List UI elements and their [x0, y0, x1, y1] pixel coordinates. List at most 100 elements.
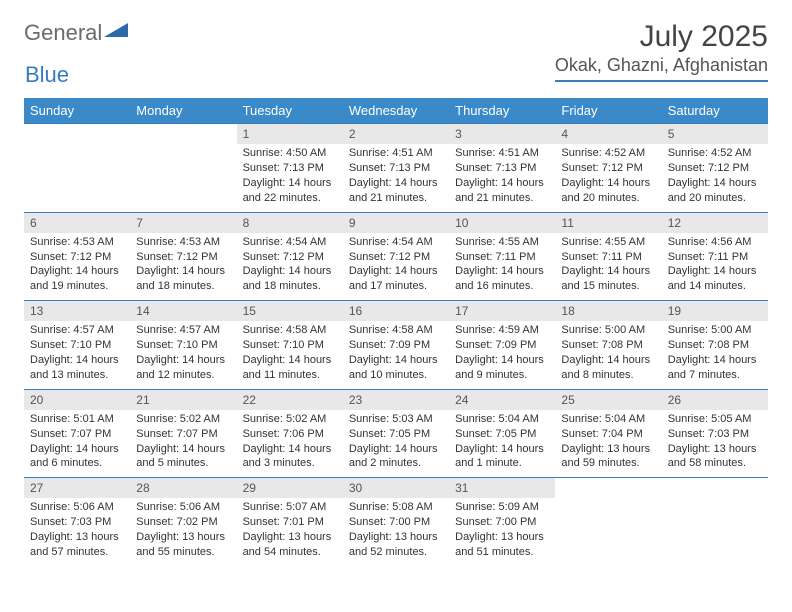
day-detail-line: Daylight: 13 hours	[243, 530, 337, 545]
day-details: Sunrise: 4:59 AMSunset: 7:09 PMDaylight:…	[449, 321, 555, 388]
day-number: 12	[662, 213, 768, 233]
calendar-cell: 18Sunrise: 5:00 AMSunset: 7:08 PMDayligh…	[555, 301, 661, 390]
day-detail-line: Sunset: 7:01 PM	[243, 515, 337, 530]
day-detail-line: Sunset: 7:07 PM	[136, 427, 230, 442]
day-details: Sunrise: 4:57 AMSunset: 7:10 PMDaylight:…	[130, 321, 236, 388]
day-detail-line: Sunset: 7:05 PM	[349, 427, 443, 442]
day-detail-line: Daylight: 13 hours	[561, 442, 655, 457]
day-details: Sunrise: 4:53 AMSunset: 7:12 PMDaylight:…	[24, 233, 130, 300]
day-detail-line: Daylight: 14 hours	[455, 442, 549, 457]
day-details: Sunrise: 4:54 AMSunset: 7:12 PMDaylight:…	[343, 233, 449, 300]
day-detail-line: Sunset: 7:09 PM	[455, 338, 549, 353]
day-detail-line: Sunrise: 5:00 AM	[668, 323, 762, 338]
day-detail-line: Sunrise: 5:07 AM	[243, 500, 337, 515]
day-detail-line: and 58 minutes.	[668, 456, 762, 471]
day-detail-line: Sunrise: 4:58 AM	[243, 323, 337, 338]
day-number: 27	[24, 478, 130, 498]
day-detail-line: Sunrise: 5:02 AM	[243, 412, 337, 427]
calendar-cell: 12Sunrise: 4:56 AMSunset: 7:11 PMDayligh…	[662, 212, 768, 301]
calendar-cell: 11Sunrise: 4:55 AMSunset: 7:11 PMDayligh…	[555, 212, 661, 301]
day-detail-line: and 52 minutes.	[349, 545, 443, 560]
day-detail-line: Daylight: 14 hours	[561, 264, 655, 279]
day-detail-line: Sunrise: 4:57 AM	[30, 323, 124, 338]
day-number: 1	[237, 124, 343, 144]
day-details: Sunrise: 5:03 AMSunset: 7:05 PMDaylight:…	[343, 410, 449, 477]
day-detail-line: Sunset: 7:08 PM	[561, 338, 655, 353]
day-number: 8	[237, 213, 343, 233]
day-detail-line: Sunrise: 4:54 AM	[243, 235, 337, 250]
day-detail-line: Sunrise: 5:06 AM	[30, 500, 124, 515]
day-details: Sunrise: 5:01 AMSunset: 7:07 PMDaylight:…	[24, 410, 130, 477]
calendar-week-row: 27Sunrise: 5:06 AMSunset: 7:03 PMDayligh…	[24, 478, 768, 566]
day-detail-line: Sunset: 7:12 PM	[243, 250, 337, 265]
day-details: Sunrise: 5:02 AMSunset: 7:07 PMDaylight:…	[130, 410, 236, 477]
day-detail-line: Sunset: 7:08 PM	[668, 338, 762, 353]
day-detail-line: Sunset: 7:13 PM	[349, 161, 443, 176]
day-detail-line: Daylight: 14 hours	[455, 264, 549, 279]
weekday-header: Wednesday	[343, 98, 449, 124]
day-detail-line: Daylight: 14 hours	[136, 264, 230, 279]
day-detail-line: Daylight: 14 hours	[30, 264, 124, 279]
day-detail-line: Sunset: 7:12 PM	[30, 250, 124, 265]
logo-text-general: General	[24, 20, 102, 46]
day-detail-line: Sunrise: 5:02 AM	[136, 412, 230, 427]
day-detail-line: and 15 minutes.	[561, 279, 655, 294]
calendar-cell: 24Sunrise: 5:04 AMSunset: 7:05 PMDayligh…	[449, 389, 555, 478]
day-detail-line: and 1 minute.	[455, 456, 549, 471]
calendar-cell: 27Sunrise: 5:06 AMSunset: 7:03 PMDayligh…	[24, 478, 130, 566]
day-details: Sunrise: 4:52 AMSunset: 7:12 PMDaylight:…	[555, 144, 661, 211]
day-detail-line: Sunset: 7:10 PM	[243, 338, 337, 353]
day-detail-line: Daylight: 14 hours	[136, 442, 230, 457]
day-details: Sunrise: 4:51 AMSunset: 7:13 PMDaylight:…	[449, 144, 555, 211]
calendar-week-row: 6Sunrise: 4:53 AMSunset: 7:12 PMDaylight…	[24, 212, 768, 301]
day-detail-line: and 22 minutes.	[243, 191, 337, 206]
day-detail-line: Sunrise: 4:55 AM	[561, 235, 655, 250]
day-detail-line: Sunset: 7:11 PM	[668, 250, 762, 265]
day-detail-line: Sunset: 7:13 PM	[455, 161, 549, 176]
day-details: Sunrise: 5:00 AMSunset: 7:08 PMDaylight:…	[662, 321, 768, 388]
day-detail-line: Sunrise: 4:58 AM	[349, 323, 443, 338]
day-detail-line: Sunset: 7:13 PM	[243, 161, 337, 176]
day-detail-line: Daylight: 13 hours	[30, 530, 124, 545]
day-detail-line: and 13 minutes.	[30, 368, 124, 383]
day-detail-line: Daylight: 14 hours	[668, 176, 762, 191]
day-detail-line: and 16 minutes.	[455, 279, 549, 294]
day-details: Sunrise: 5:00 AMSunset: 7:08 PMDaylight:…	[555, 321, 661, 388]
day-detail-line: Sunset: 7:12 PM	[561, 161, 655, 176]
calendar-cell: 15Sunrise: 4:58 AMSunset: 7:10 PMDayligh…	[237, 301, 343, 390]
day-number: 19	[662, 301, 768, 321]
day-details: Sunrise: 4:58 AMSunset: 7:10 PMDaylight:…	[237, 321, 343, 388]
day-detail-line: and 51 minutes.	[455, 545, 549, 560]
day-details: Sunrise: 4:57 AMSunset: 7:10 PMDaylight:…	[24, 321, 130, 388]
day-detail-line: Daylight: 13 hours	[349, 530, 443, 545]
day-detail-line: and 5 minutes.	[136, 456, 230, 471]
day-detail-line: Sunrise: 4:51 AM	[349, 146, 443, 161]
day-detail-line: and 2 minutes.	[349, 456, 443, 471]
day-detail-line: Sunset: 7:09 PM	[349, 338, 443, 353]
day-detail-line: Daylight: 14 hours	[349, 353, 443, 368]
day-detail-line: Daylight: 14 hours	[243, 442, 337, 457]
day-number: 25	[555, 390, 661, 410]
day-detail-line: and 20 minutes.	[668, 191, 762, 206]
day-detail-line: Sunrise: 5:03 AM	[349, 412, 443, 427]
day-detail-line: and 9 minutes.	[455, 368, 549, 383]
day-detail-line: Sunset: 7:12 PM	[349, 250, 443, 265]
calendar-cell	[662, 478, 768, 566]
calendar-cell: 13Sunrise: 4:57 AMSunset: 7:10 PMDayligh…	[24, 301, 130, 390]
day-number: 30	[343, 478, 449, 498]
day-detail-line: Sunrise: 4:54 AM	[349, 235, 443, 250]
day-detail-line: Daylight: 14 hours	[243, 176, 337, 191]
day-detail-line: Sunset: 7:05 PM	[455, 427, 549, 442]
day-detail-line: Sunset: 7:12 PM	[136, 250, 230, 265]
day-details: Sunrise: 5:04 AMSunset: 7:04 PMDaylight:…	[555, 410, 661, 477]
day-detail-line: Sunrise: 4:52 AM	[668, 146, 762, 161]
day-detail-line: and 55 minutes.	[136, 545, 230, 560]
calendar-week-row: 20Sunrise: 5:01 AMSunset: 7:07 PMDayligh…	[24, 389, 768, 478]
calendar-cell: 16Sunrise: 4:58 AMSunset: 7:09 PMDayligh…	[343, 301, 449, 390]
day-detail-line: and 57 minutes.	[30, 545, 124, 560]
day-number: 28	[130, 478, 236, 498]
day-detail-line: Sunrise: 5:06 AM	[136, 500, 230, 515]
day-detail-line: Daylight: 14 hours	[136, 353, 230, 368]
day-detail-line: Sunrise: 4:53 AM	[136, 235, 230, 250]
day-number: 18	[555, 301, 661, 321]
